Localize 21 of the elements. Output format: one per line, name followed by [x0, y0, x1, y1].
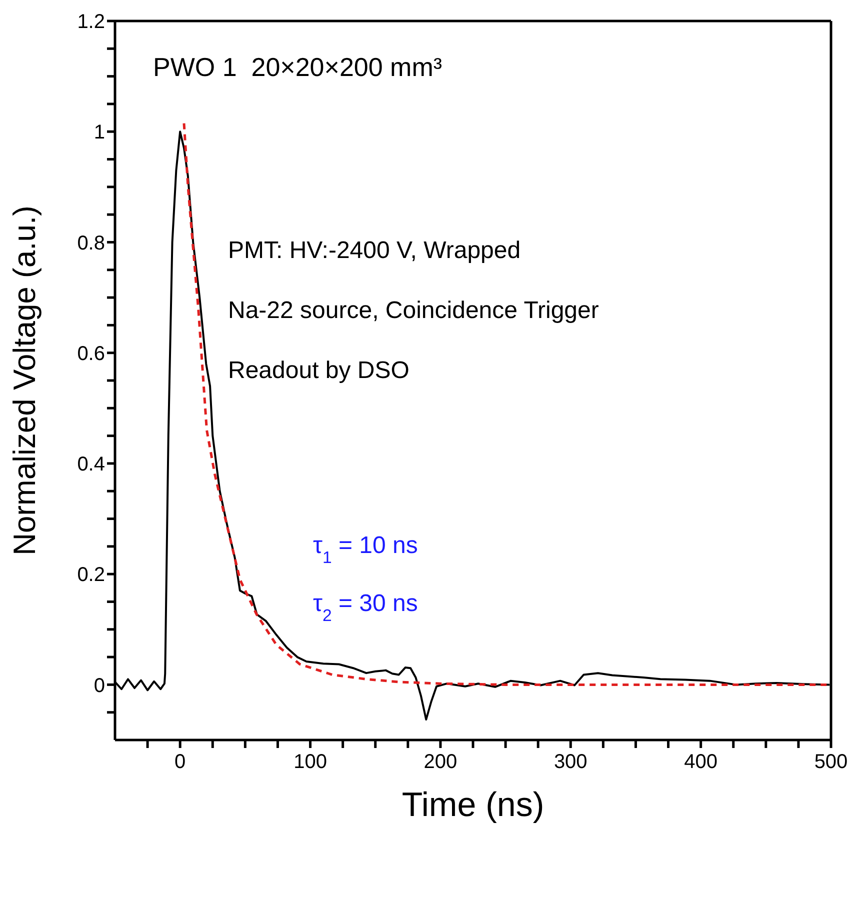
x-tick-label: 100 [294, 751, 327, 774]
x-tick-label: 500 [814, 751, 848, 774]
x-axis-title: Time (ns) [402, 786, 544, 824]
y-tick-label: 0.8 [77, 232, 105, 254]
y-axis-title: Normalized Voltage (a.u.) [7, 206, 42, 556]
x-tick-label: 0 [174, 751, 186, 774]
y-tick-label: 0.2 [77, 564, 105, 586]
x-tick-label: 400 [684, 751, 718, 774]
annotation: Readout by DSO [228, 357, 410, 384]
annotation: τ$_{2}$ = 30 ns [313, 590, 418, 624]
annotation: τ$_{1}$ = 10 ns [313, 532, 418, 566]
annotation: Na-22 source, Coincidence Trigger [228, 297, 599, 324]
y-tick-label: 0.6 [77, 342, 105, 365]
y-tick-label: 0 [94, 674, 105, 697]
text: PWO 1 20×20×200 mm³ [153, 52, 442, 82]
y-tick-label: 1 [94, 122, 105, 144]
annotation: PMT: HV:-2400 V, Wrapped [228, 237, 521, 264]
x-tick-label: 300 [554, 751, 588, 774]
y-tick-label: 1.2 [77, 11, 105, 34]
x-tick-label: 200 [424, 751, 458, 774]
y-tick-label: 0.4 [77, 454, 105, 476]
